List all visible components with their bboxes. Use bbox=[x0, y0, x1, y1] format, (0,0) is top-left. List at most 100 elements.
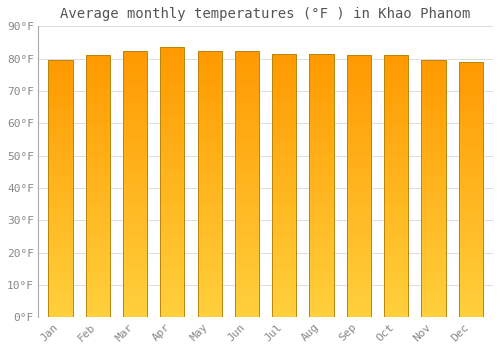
Bar bbox=[48, 292, 72, 295]
Bar bbox=[458, 225, 483, 228]
Bar bbox=[384, 190, 408, 193]
Bar bbox=[310, 182, 334, 186]
Bar bbox=[458, 161, 483, 164]
Bar bbox=[458, 167, 483, 170]
Bar bbox=[123, 84, 147, 87]
Bar bbox=[235, 80, 259, 84]
Bar bbox=[123, 158, 147, 161]
Bar bbox=[384, 187, 408, 190]
Bar bbox=[384, 291, 408, 295]
Bar bbox=[310, 93, 334, 97]
Bar bbox=[310, 199, 334, 202]
Bar bbox=[384, 114, 408, 118]
Bar bbox=[198, 197, 222, 201]
Bar bbox=[422, 295, 446, 298]
Bar bbox=[272, 106, 296, 110]
Bar bbox=[310, 169, 334, 173]
Bar bbox=[48, 218, 72, 221]
Bar bbox=[86, 88, 110, 91]
Bar bbox=[384, 65, 408, 69]
Bar bbox=[160, 145, 184, 149]
Bar bbox=[235, 314, 259, 317]
Bar bbox=[48, 215, 72, 218]
Bar bbox=[198, 61, 222, 64]
Bar bbox=[310, 166, 334, 169]
Bar bbox=[198, 77, 222, 80]
Bar bbox=[123, 308, 147, 311]
Bar bbox=[458, 107, 483, 110]
Bar bbox=[310, 202, 334, 205]
Bar bbox=[160, 199, 184, 203]
Bar bbox=[235, 134, 259, 137]
Bar bbox=[310, 215, 334, 219]
Bar bbox=[123, 127, 147, 131]
Bar bbox=[86, 285, 110, 288]
Bar bbox=[272, 74, 296, 77]
Bar bbox=[235, 194, 259, 197]
Bar bbox=[384, 295, 408, 298]
Bar bbox=[86, 157, 110, 160]
Bar bbox=[198, 241, 222, 244]
Bar bbox=[310, 308, 334, 311]
Bar bbox=[458, 75, 483, 78]
Bar bbox=[86, 91, 110, 95]
Bar bbox=[48, 131, 72, 134]
Bar bbox=[458, 164, 483, 167]
Bar bbox=[458, 263, 483, 266]
Bar bbox=[123, 97, 147, 100]
Bar bbox=[198, 204, 222, 208]
Bar bbox=[422, 292, 446, 295]
Bar bbox=[272, 314, 296, 317]
Bar bbox=[160, 139, 184, 142]
Bar bbox=[160, 182, 184, 186]
Bar bbox=[422, 102, 446, 105]
Bar bbox=[346, 199, 371, 203]
Bar bbox=[235, 164, 259, 167]
Bar bbox=[272, 186, 296, 189]
Bar bbox=[384, 255, 408, 259]
Bar bbox=[310, 219, 334, 222]
Bar bbox=[346, 150, 371, 154]
Bar bbox=[422, 83, 446, 86]
Bar bbox=[198, 121, 222, 124]
Bar bbox=[48, 70, 72, 73]
Bar bbox=[272, 278, 296, 281]
Bar bbox=[235, 167, 259, 171]
Bar bbox=[384, 167, 408, 170]
Bar bbox=[422, 311, 446, 314]
Bar bbox=[310, 179, 334, 182]
Bar bbox=[310, 192, 334, 196]
Bar bbox=[384, 131, 408, 134]
Bar bbox=[235, 241, 259, 244]
Bar bbox=[384, 226, 408, 229]
Bar bbox=[272, 136, 296, 140]
Bar bbox=[198, 287, 222, 291]
Bar bbox=[422, 279, 446, 282]
Bar bbox=[346, 69, 371, 72]
Bar bbox=[346, 275, 371, 278]
Bar bbox=[123, 237, 147, 241]
Bar bbox=[160, 250, 184, 253]
Bar bbox=[198, 244, 222, 247]
Bar bbox=[235, 244, 259, 247]
Bar bbox=[123, 234, 147, 237]
Bar bbox=[198, 144, 222, 147]
Bar bbox=[272, 159, 296, 162]
Bar bbox=[235, 294, 259, 298]
Bar bbox=[458, 196, 483, 199]
Bar bbox=[458, 94, 483, 97]
Bar bbox=[272, 294, 296, 298]
Bar bbox=[346, 111, 371, 114]
Bar bbox=[272, 199, 296, 202]
Bar bbox=[272, 117, 296, 120]
Bar bbox=[458, 68, 483, 71]
Bar bbox=[384, 239, 408, 242]
Bar bbox=[422, 269, 446, 273]
Bar bbox=[422, 224, 446, 228]
Bar bbox=[346, 301, 371, 304]
Bar bbox=[272, 261, 296, 265]
Bar bbox=[384, 85, 408, 88]
Bar bbox=[310, 238, 334, 242]
Bar bbox=[458, 276, 483, 279]
Bar bbox=[346, 170, 371, 173]
